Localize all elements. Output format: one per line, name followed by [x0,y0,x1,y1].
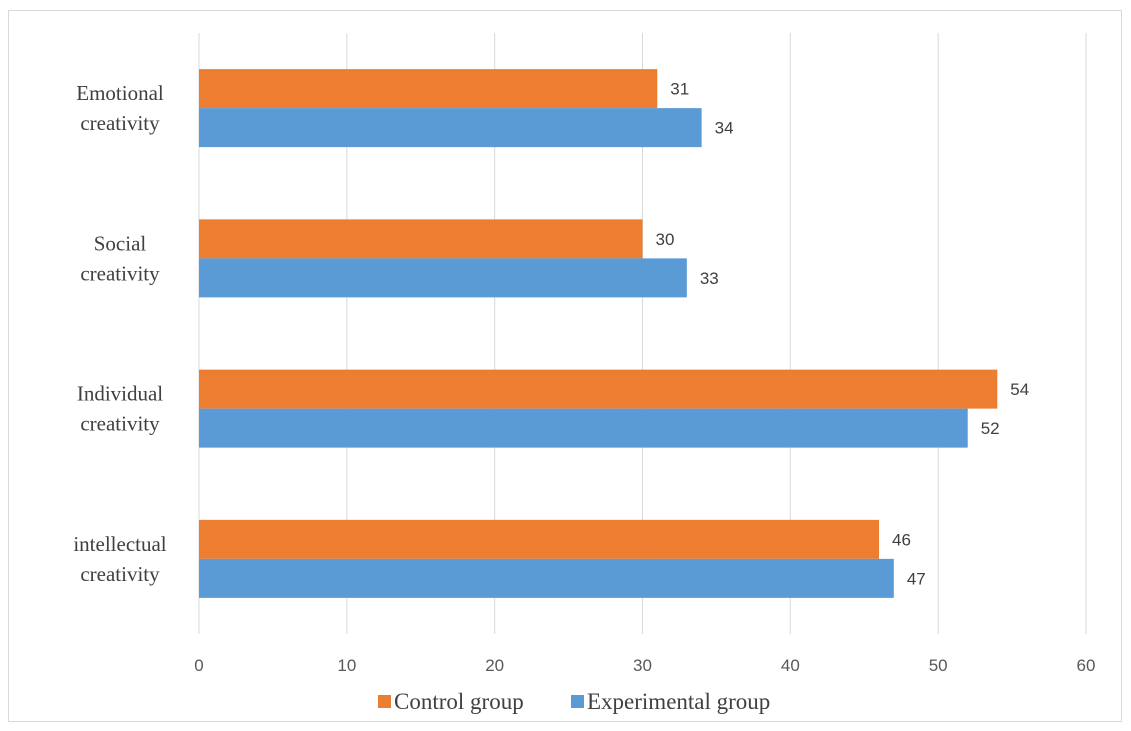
category-label-line: creativity [80,111,160,135]
bar-control [199,219,643,259]
data-label: 46 [892,530,911,549]
data-label: 47 [907,569,926,588]
legend-control-swatch [378,695,391,708]
bar-experimental [199,258,687,298]
category-label: Social creativity [80,231,160,285]
category-label-line: Social [94,231,147,255]
x-tick-label: 20 [485,656,504,675]
category-label-line: Individual [77,382,163,406]
data-label: 30 [656,230,675,249]
category-label: Emotional creativity [76,81,164,135]
data-label: 54 [1010,380,1029,399]
x-tick-label: 60 [1077,656,1096,675]
legend-control-label: Control group [394,689,524,714]
bar-experimental [199,108,702,148]
x-tick-label: 10 [337,656,356,675]
bar-experimental [199,558,894,598]
bar-experimental [199,408,968,448]
category-label-line: creativity [80,412,160,436]
data-label: 34 [715,119,734,138]
bar-control [199,519,880,559]
x-tick-label: 30 [633,656,652,675]
category-label-line: creativity [80,261,160,285]
category-label: intellectual creativity [73,532,166,586]
data-label: 33 [700,269,719,288]
category-label: Individual creativity [77,382,163,436]
bar-control [199,369,998,409]
legend-experimental-label: Experimental group [587,689,770,714]
category-label-line: creativity [80,562,160,586]
x-tick-label: 40 [781,656,800,675]
legend-experimental-swatch [571,695,584,708]
x-tick-label: 0 [194,656,203,675]
category-label-line: Emotional [76,81,164,105]
bar-control [199,69,658,109]
category-label-line: intellectual [73,532,166,556]
data-label: 31 [670,80,689,99]
data-label: 52 [981,419,1000,438]
x-tick-label: 50 [929,656,948,675]
